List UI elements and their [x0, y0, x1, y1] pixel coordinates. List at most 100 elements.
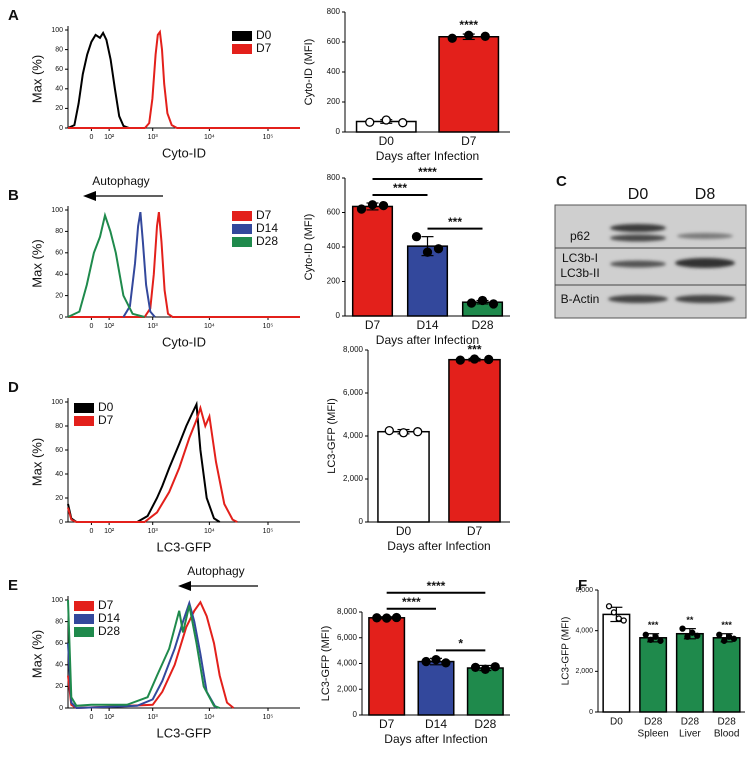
lane-label: D8	[695, 186, 716, 203]
x-tick-label: 10⁴	[204, 528, 215, 535]
bar	[712, 637, 741, 713]
significance-label: ***	[448, 215, 462, 229]
legend-swatch	[232, 44, 252, 54]
y-tick-label: 60	[55, 66, 63, 73]
panel-label: C	[556, 173, 567, 190]
x-tick-label: 10⁵	[263, 134, 274, 141]
y-axis-label: LC3-GFP (MFI)	[320, 626, 332, 702]
x-tick-label: D28	[644, 717, 663, 728]
legend-swatch	[74, 601, 94, 611]
y-tick-label: 8,000	[343, 345, 364, 354]
histogram-line	[67, 211, 145, 318]
x-axis-label: Cyto-ID	[162, 334, 206, 349]
band	[608, 295, 668, 303]
data-point	[490, 662, 500, 672]
x-tick-label: 0	[89, 134, 93, 141]
western-blot: C D0 D8 p62 LC3b-I LC3b-II B-Actin	[554, 173, 747, 319]
y-tick-label: 20	[55, 292, 63, 299]
y-axis-label: Max (%)	[29, 438, 44, 486]
data-point	[365, 117, 375, 127]
blot-bands	[608, 224, 735, 303]
y-tick-label: 20	[55, 495, 63, 502]
x-tick-label: D0	[396, 524, 412, 538]
x-tick-label: D7	[461, 134, 477, 148]
y-tick-label: 200	[327, 277, 341, 286]
significance-label: ***	[648, 620, 659, 630]
y-tick-label: 80	[55, 228, 63, 235]
legend-label: D0	[98, 400, 114, 414]
x-axis-label: Days after Infection	[376, 149, 479, 163]
significance-label: *	[458, 637, 463, 651]
x-tick-sublabel: Liver	[679, 729, 701, 740]
x-tick-label: D28	[681, 717, 700, 728]
arrow-head	[83, 191, 96, 201]
band	[675, 295, 735, 303]
bar	[377, 430, 430, 523]
data-point	[484, 354, 494, 365]
data-point	[684, 633, 691, 640]
y-tick-label: 80	[55, 423, 63, 430]
histogram-line	[67, 599, 221, 709]
histogram-line	[67, 599, 217, 710]
y-tick-label: 80	[55, 618, 63, 625]
x-tick-label: 10⁴	[204, 323, 215, 330]
x-tick-label: 10⁵	[263, 323, 274, 330]
legend-label: D7	[98, 413, 114, 427]
significance-label: ****	[427, 579, 446, 593]
y-tick-label: 0	[59, 314, 63, 321]
data-point	[464, 30, 474, 40]
annotation: Autophagy	[92, 174, 149, 188]
y-tick-label: 100	[51, 207, 63, 214]
y-tick-label: 600	[327, 37, 341, 46]
y-tick-label: 0	[59, 519, 63, 526]
data-point	[716, 631, 723, 638]
y-axis-label: Cyto-ID (MFI)	[303, 39, 315, 106]
x-tick-label: D14	[416, 318, 438, 332]
bar	[351, 205, 394, 317]
data-point	[694, 632, 701, 639]
x-tick-label: D7	[379, 717, 395, 731]
panel-label: E	[8, 577, 18, 594]
data-point	[470, 662, 481, 673]
legend-label: D14	[256, 221, 278, 235]
y-tick-label: 0	[59, 125, 63, 132]
y-tick-label: 40	[55, 471, 63, 478]
legend-label: D0	[256, 28, 272, 42]
histogram-line	[68, 29, 300, 129]
y-tick-label: 400	[327, 242, 341, 251]
arrow-head	[178, 581, 191, 591]
x-tick-label: 10²	[104, 323, 115, 330]
band	[675, 258, 735, 268]
data-point	[447, 33, 457, 43]
y-tick-label: 80	[55, 46, 63, 53]
data-point	[455, 355, 465, 365]
x-tick-label: D0	[379, 134, 395, 148]
bar	[438, 36, 500, 133]
panel-label: D	[8, 379, 19, 396]
x-axis-label: LC3-GFP	[157, 539, 212, 554]
bar	[639, 637, 668, 713]
significance-label: ****	[459, 18, 478, 32]
y-tick-label: 0	[336, 127, 341, 136]
y-tick-label: 100	[51, 27, 63, 34]
legend-label: D7	[256, 208, 272, 222]
histogram-line	[68, 211, 300, 318]
data-point	[652, 633, 659, 640]
y-tick-label: 40	[55, 86, 63, 93]
y-tick-label: 6,000	[343, 388, 364, 397]
y-tick-label: 4,000	[337, 659, 358, 668]
significance-label: ***	[721, 620, 732, 630]
legend-swatch	[74, 627, 94, 637]
significance-label: ***	[467, 343, 481, 357]
y-tick-label: 6,000	[575, 587, 593, 594]
x-tick-label: D14	[425, 717, 447, 731]
data-point	[477, 295, 488, 306]
y-tick-label: 20	[55, 683, 63, 690]
x-tick-label: 0	[89, 528, 93, 535]
significance-label: **	[686, 615, 694, 625]
significance-label: ****	[402, 595, 421, 609]
y-tick-label: 800	[327, 7, 341, 16]
data-point	[421, 656, 431, 667]
data-point	[620, 617, 627, 624]
y-tick-label: 2,000	[343, 474, 364, 483]
